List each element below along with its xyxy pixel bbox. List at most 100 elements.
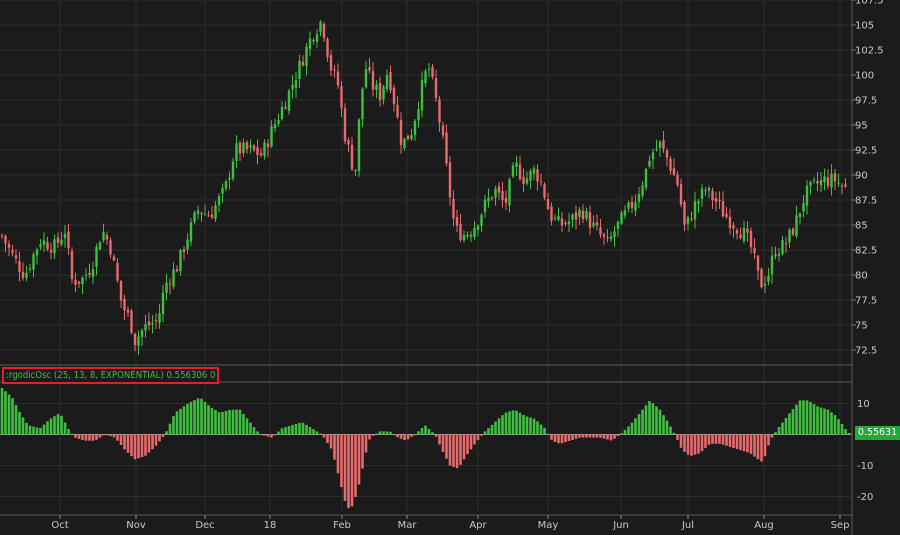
histogram-bar xyxy=(133,434,137,460)
candle-body xyxy=(284,106,287,109)
histogram-bar xyxy=(816,406,819,435)
candle-body xyxy=(158,313,161,323)
candle-body xyxy=(91,269,95,277)
candle-body xyxy=(21,272,25,278)
candle-body xyxy=(385,75,389,89)
histogram-bar xyxy=(518,412,522,435)
candle-body xyxy=(305,46,308,66)
histogram-bar xyxy=(686,434,690,455)
candle-body xyxy=(263,142,266,157)
histogram-bar xyxy=(284,427,287,435)
candle-body xyxy=(410,135,413,139)
histogram-bar xyxy=(529,417,532,435)
candle-body xyxy=(228,177,231,180)
histogram-bar xyxy=(385,431,389,435)
histogram-bar xyxy=(630,422,634,435)
price-axis: 72.5 75 77.5 80 82.5 85 87.5 90 92.5 95 97.5 100 102… xyxy=(852,0,884,357)
time-tick-label: Oct xyxy=(51,520,68,531)
histogram-bar xyxy=(347,434,350,509)
histogram-bar xyxy=(252,427,256,435)
candle-body xyxy=(459,223,462,241)
histogram-bar xyxy=(707,434,711,445)
time-tick-label: 18 xyxy=(264,520,277,531)
candle-body xyxy=(774,254,777,257)
candle-body xyxy=(812,179,816,181)
histogram-bar xyxy=(413,434,417,436)
candle-body xyxy=(805,185,809,206)
oscillator-histogram[interactable] xyxy=(0,388,851,509)
histogram-bar xyxy=(144,434,147,456)
candle-body xyxy=(529,170,532,181)
candle-body xyxy=(74,279,77,285)
histogram-bar xyxy=(382,431,385,435)
price-tick-label: 87.5 xyxy=(855,196,877,207)
histogram-bar xyxy=(781,422,784,435)
histogram-bar xyxy=(168,423,172,435)
candle-body xyxy=(662,140,665,149)
candle-body xyxy=(840,185,844,187)
candle-body xyxy=(707,187,711,191)
candle-body xyxy=(35,249,39,256)
histogram-bar xyxy=(833,415,837,435)
histogram-bar xyxy=(574,434,578,439)
histogram-bar xyxy=(60,415,63,435)
histogram-bar xyxy=(802,400,805,435)
histogram-bar xyxy=(753,434,756,457)
candle-body xyxy=(382,86,385,100)
histogram-bar xyxy=(228,409,231,435)
histogram-bar xyxy=(494,421,497,435)
histogram-bar xyxy=(63,422,67,435)
histogram-bar xyxy=(469,434,473,450)
candle-body xyxy=(494,188,497,198)
candle-body xyxy=(427,69,431,71)
candle-body xyxy=(690,218,693,220)
histogram-bar xyxy=(788,413,791,435)
candle-body xyxy=(438,99,441,123)
candle-body xyxy=(588,212,592,228)
candle-body xyxy=(553,217,557,219)
histogram-bar xyxy=(189,401,193,435)
histogram-bar xyxy=(74,434,77,438)
candle-body xyxy=(4,235,7,244)
candle-body xyxy=(126,309,130,313)
candle-body xyxy=(312,39,315,41)
histogram-bar xyxy=(154,434,158,446)
candle-body xyxy=(420,80,424,111)
histogram-bar xyxy=(823,408,826,435)
histogram-bar xyxy=(7,394,11,435)
histogram-bar xyxy=(578,434,581,438)
candle-body xyxy=(770,255,774,275)
candle-body xyxy=(697,200,700,204)
candle-body xyxy=(781,240,784,254)
histogram-bar xyxy=(203,401,207,435)
histogram-bar xyxy=(462,434,466,460)
histogram-bar xyxy=(235,409,238,435)
candle-body xyxy=(301,61,305,66)
histogram-bar xyxy=(18,411,21,435)
candle-body xyxy=(322,23,326,38)
price-candles[interactable] xyxy=(0,19,847,355)
histogram-bar xyxy=(725,434,728,446)
histogram-bar xyxy=(525,416,529,435)
candle-body xyxy=(7,243,11,248)
time-tick-label: Dec xyxy=(195,520,214,531)
candle-body xyxy=(522,176,525,184)
histogram-bar xyxy=(179,408,182,435)
candle-body xyxy=(130,310,133,333)
candle-body xyxy=(686,217,690,224)
histogram-bar xyxy=(767,434,770,446)
histogram-bar xyxy=(620,433,623,435)
study-label[interactable]: :rgodicOsc (25, 13, 8, EXPONENTIAL) 0.55… xyxy=(2,367,220,384)
histogram-bar xyxy=(532,418,536,435)
histogram-bar xyxy=(704,434,707,448)
candle-body xyxy=(837,182,840,184)
histogram-bar xyxy=(627,426,630,435)
histogram-bar xyxy=(504,412,508,435)
candle-body xyxy=(732,225,735,229)
histogram-bar xyxy=(210,407,214,435)
candle-body xyxy=(235,143,238,161)
candle-body xyxy=(112,256,116,261)
candle-body xyxy=(308,38,312,49)
candle-body xyxy=(186,239,189,250)
histogram-bar xyxy=(543,427,546,435)
